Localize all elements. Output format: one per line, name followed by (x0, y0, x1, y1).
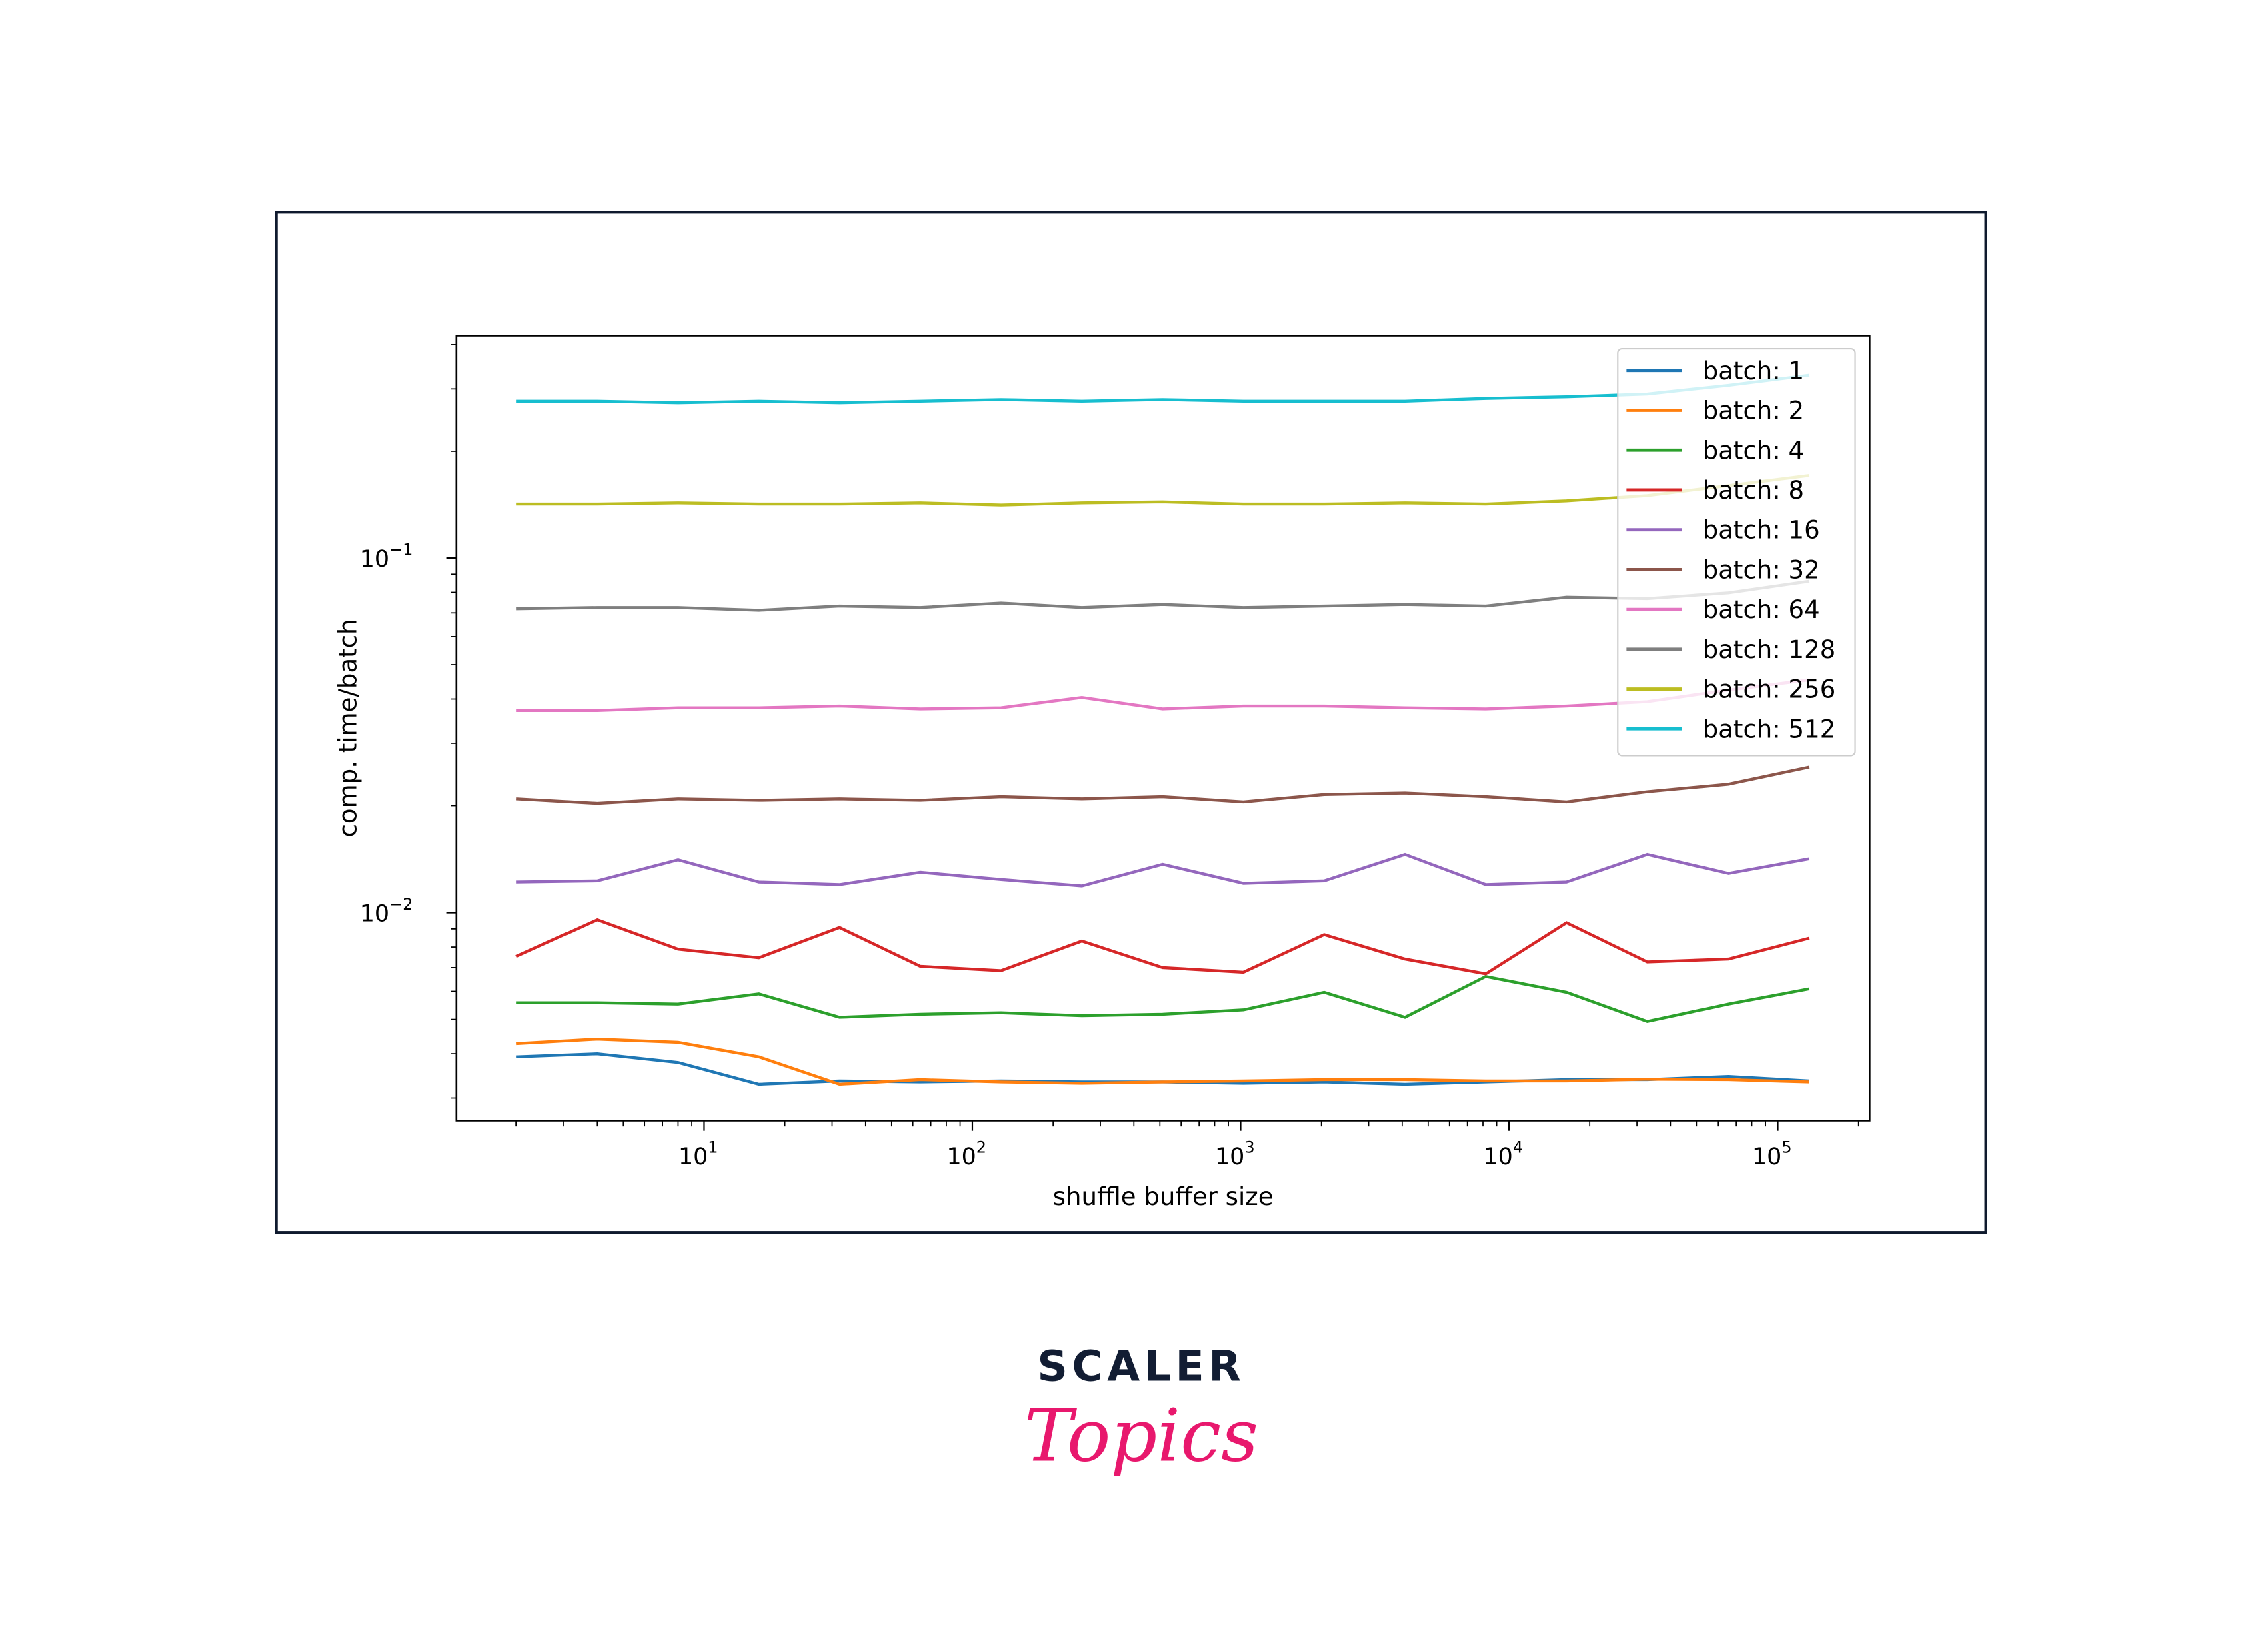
legend-label: batch: 2 (1703, 397, 1804, 425)
x-axis-label: shuffle buffer size (1053, 1182, 1274, 1211)
series-line-batch-256 (516, 473, 1810, 507)
legend-label: batch: 256 (1703, 675, 1836, 704)
series-line-batch-128 (516, 579, 1810, 612)
series-line-batch-512 (516, 373, 1810, 405)
series-line-batch-4 (516, 974, 1810, 1024)
y-tick-exponent: −2 (389, 895, 413, 914)
y-tick-label: 10−2 (360, 895, 413, 927)
y-tick-label: 10−1 (360, 541, 413, 573)
logo-topics: Topics (1024, 1393, 1258, 1478)
legend-label: batch: 1 (1703, 357, 1804, 385)
series-line-batch-8 (515, 918, 1810, 976)
series-line-batch-32 (516, 765, 1810, 805)
legend-label: batch: 4 (1703, 436, 1804, 465)
x-tick-exponent: 3 (1244, 1138, 1254, 1156)
legend-label: batch: 128 (1703, 635, 1836, 664)
x-tick-exponent: 2 (976, 1138, 986, 1156)
x-tick-label: 104 (1483, 1138, 1523, 1170)
y-axis-label: comp. time/batch (333, 619, 362, 837)
y-tick-exponent: −1 (389, 541, 413, 559)
x-tick-exponent: 1 (708, 1138, 718, 1156)
legend-label: batch: 64 (1703, 595, 1820, 624)
legend: batch: 1 batch: 2 batch: 4 batch: 8 batch: 1… (1617, 348, 1856, 757)
series-line-batch-2 (516, 1037, 1809, 1086)
legend-label: batch: 32 (1703, 555, 1820, 584)
series-line-batch-64 (516, 678, 1810, 712)
x-tick-exponent: 5 (1781, 1138, 1791, 1156)
legend-label: batch: 512 (1703, 715, 1836, 743)
legend-label: batch: 8 (1703, 476, 1804, 505)
logo-scaler: SCALER (1037, 1342, 1245, 1391)
legend-label: batch: 16 (1703, 516, 1820, 545)
series-line-batch-16 (516, 852, 1810, 888)
x-tick-exponent: 4 (1513, 1138, 1523, 1156)
scaler-topics-logo: SCALER Topics (1024, 1342, 1258, 1478)
